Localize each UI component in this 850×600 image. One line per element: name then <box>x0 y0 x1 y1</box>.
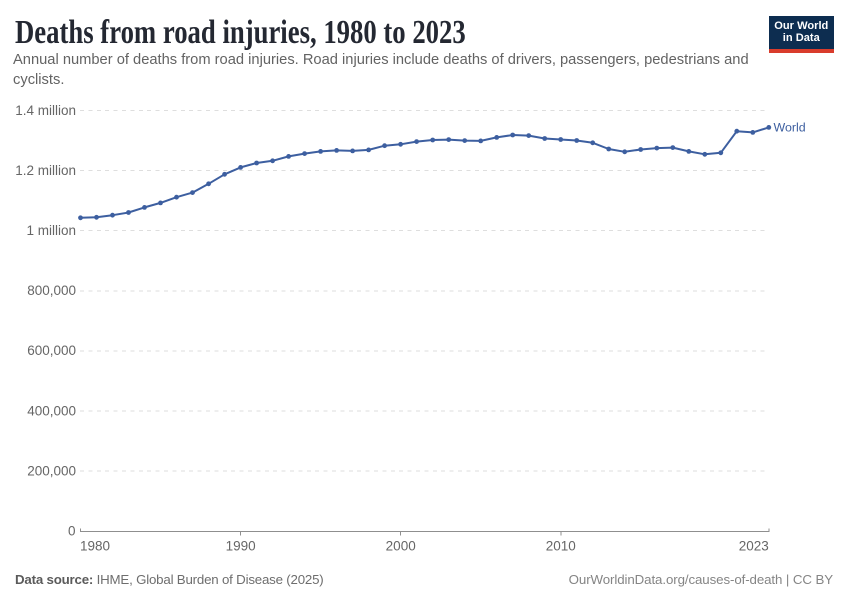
svg-text:1.4 million: 1.4 million <box>15 103 76 118</box>
svg-text:600,000: 600,000 <box>27 343 76 358</box>
svg-text:World: World <box>774 121 806 135</box>
svg-text:800,000: 800,000 <box>27 283 76 298</box>
svg-text:2023: 2023 <box>739 539 769 554</box>
svg-text:2000: 2000 <box>386 539 416 554</box>
svg-text:2010: 2010 <box>546 539 576 554</box>
svg-text:1980: 1980 <box>80 539 110 554</box>
svg-text:1990: 1990 <box>226 539 256 554</box>
svg-text:0: 0 <box>68 524 76 539</box>
svg-text:1.2 million: 1.2 million <box>15 163 76 178</box>
svg-text:400,000: 400,000 <box>27 403 76 418</box>
svg-text:1 million: 1 million <box>26 223 76 238</box>
svg-text:200,000: 200,000 <box>27 463 76 478</box>
